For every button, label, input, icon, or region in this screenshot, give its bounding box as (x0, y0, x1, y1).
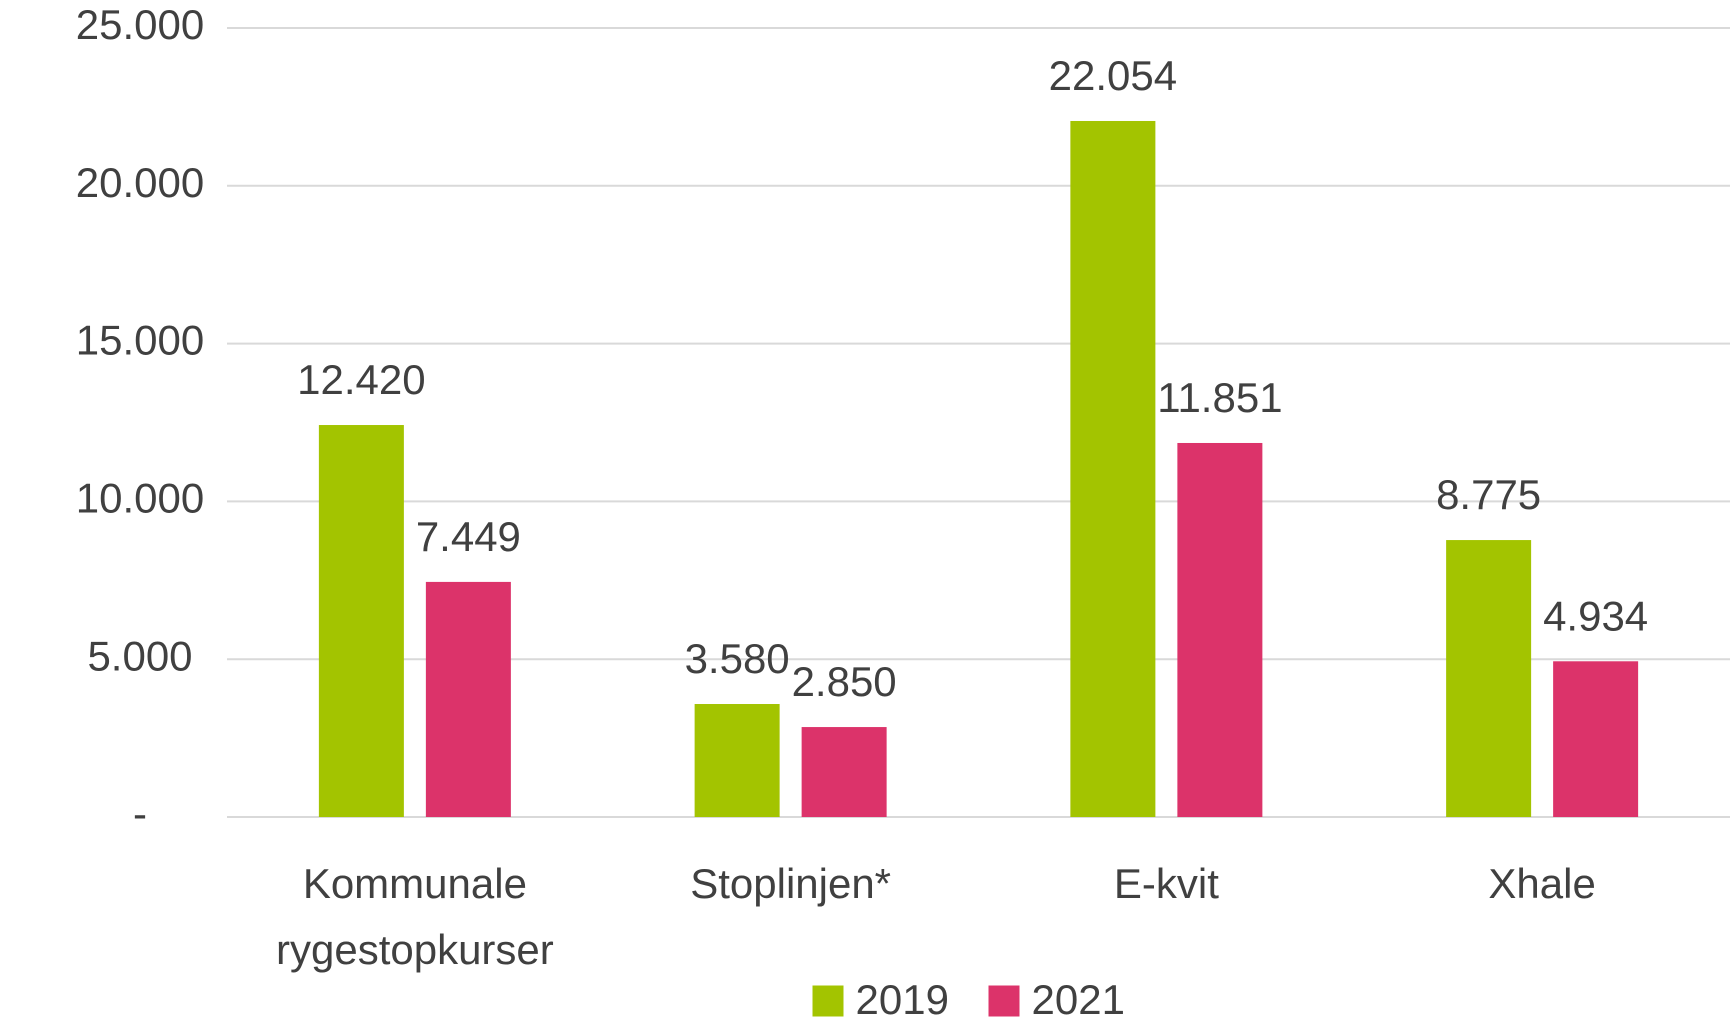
data-label: 11.851 (1157, 374, 1282, 421)
legend-label: 2019 (856, 976, 949, 1022)
legend-swatch (988, 985, 1020, 1017)
y-tick-label: 5.000 (87, 632, 192, 679)
y-tick-label: 15.000 (76, 317, 204, 364)
bar (801, 727, 887, 817)
data-label: 2.850 (792, 658, 897, 705)
data-label: 3.580 (685, 635, 790, 682)
x-tick-label: E-kvit (1114, 860, 1219, 907)
data-label: 22.054 (1049, 52, 1177, 99)
legend-swatch (812, 985, 844, 1017)
y-tick-label: 25.000 (76, 1, 204, 48)
x-tick-line: E-kvit (1114, 860, 1219, 907)
bar (1177, 442, 1263, 817)
x-tick-line: Xhale (1488, 860, 1595, 907)
x-tick-label: Stoplinjen* (690, 860, 891, 907)
data-label: 8.775 (1436, 471, 1541, 518)
x-tick-line: rygestopkurser (276, 926, 554, 973)
y-tick-label: 10.000 (76, 474, 204, 521)
bar (694, 704, 780, 817)
bar (1446, 540, 1532, 817)
y-tick-label: - (133, 790, 147, 837)
x-tick-label: Kommunale rygestopkurser (276, 860, 554, 973)
bar (425, 581, 511, 817)
x-tick-label: Xhale (1488, 860, 1595, 907)
bar (1070, 120, 1156, 817)
data-label: 4.934 (1543, 592, 1648, 639)
legend-label: 2021 (1032, 976, 1125, 1022)
data-label: 12.420 (297, 356, 425, 403)
x-tick-line: Kommunale (303, 860, 527, 907)
bar (1553, 661, 1639, 817)
data-label: 7.449 (416, 513, 521, 560)
y-tick-label: 20.000 (76, 159, 204, 206)
bar (318, 425, 404, 817)
x-tick-line: Stoplinjen* (690, 860, 891, 907)
